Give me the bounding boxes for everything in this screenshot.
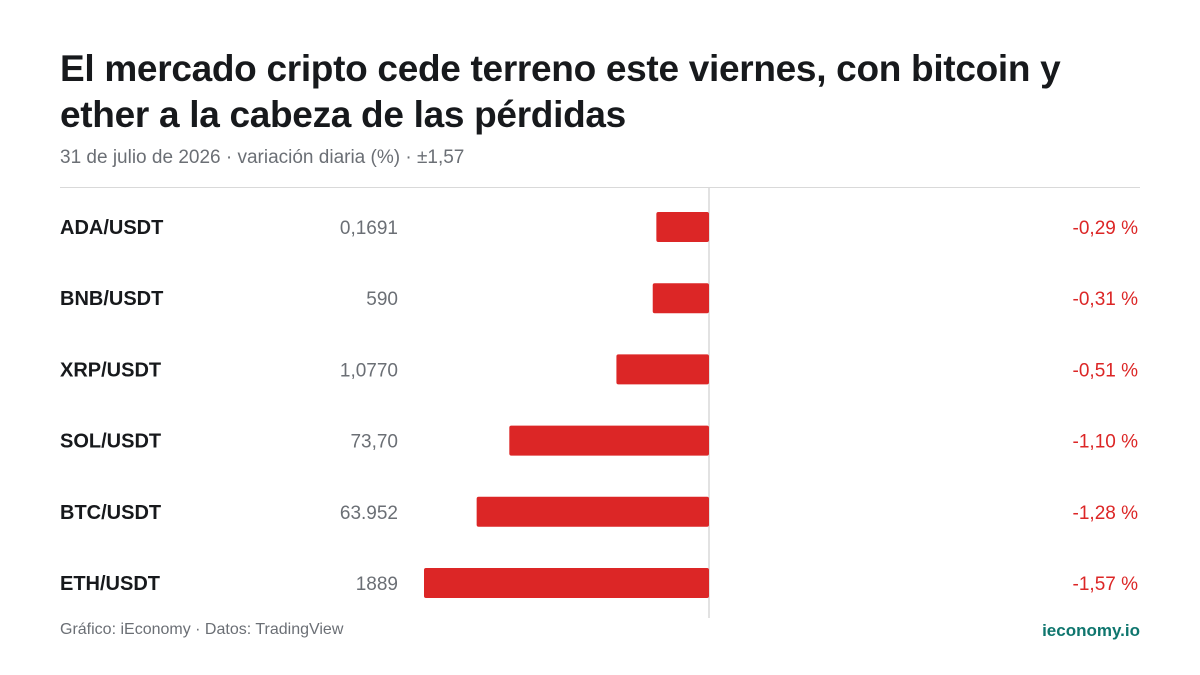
- category-label: XRP/USDT: [60, 359, 161, 381]
- bar-chart: ADA/USDT 0,1691 -0,29 % BNB/USDT 590 -0,31 % X…: [60, 188, 1139, 618]
- bar: [509, 425, 709, 456]
- price-label: 73,70: [350, 432, 398, 453]
- value-label: -1,10 %: [1073, 432, 1139, 453]
- price-label: 1889: [356, 574, 398, 595]
- value-label: -1,28 %: [1073, 503, 1139, 524]
- price-label: 1,0770: [340, 360, 398, 381]
- price-label: 63.952: [340, 503, 398, 524]
- value-label: -0,31 %: [1073, 289, 1139, 310]
- bar: [616, 354, 709, 385]
- category-label: ADA/USDT: [60, 217, 163, 239]
- category-label: BNB/USDT: [60, 288, 163, 310]
- value-label: -0,51 %: [1073, 360, 1139, 381]
- price-label: 590: [366, 289, 398, 310]
- bar: [652, 283, 709, 314]
- category-label: ETH/USDT: [60, 573, 160, 595]
- category-label: BTC/USDT: [60, 502, 161, 524]
- chart-subtitle: 31 de julio de 2026 · variación diaria (…: [60, 147, 465, 168]
- value-label: -0,29 %: [1073, 218, 1139, 239]
- bar: [656, 212, 709, 242]
- value-label: -1,57 %: [1073, 574, 1139, 595]
- bar: [476, 496, 709, 527]
- chart-title: El mercado cripto cede terreno este vier…: [60, 48, 1061, 135]
- price-label: 0,1691: [340, 218, 398, 239]
- brand-link[interactable]: ieconomy.io: [1042, 621, 1140, 640]
- header-divider: [60, 187, 1140, 188]
- category-label: SOL/USDT: [60, 431, 161, 453]
- source-credit: Gráfico: iEconomy · Datos: TradingView: [60, 621, 344, 638]
- bar: [424, 568, 709, 598]
